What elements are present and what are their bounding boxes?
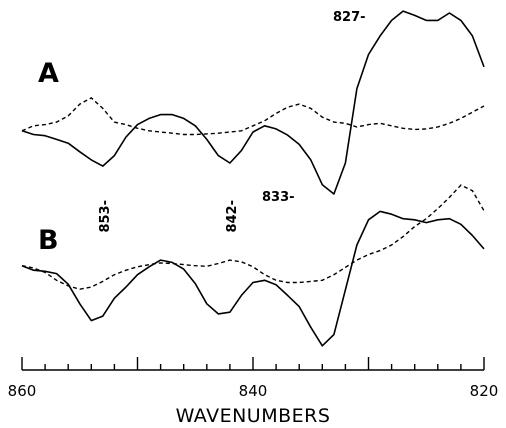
x-axis-ticks bbox=[21, 357, 485, 370]
panel-a-solid-curve bbox=[21, 10, 485, 195]
panel-a-dashed-curve bbox=[21, 97, 485, 136]
spectra-curves bbox=[21, 10, 485, 347]
x-tick-label-860: 860 bbox=[8, 382, 37, 400]
x-tick-label-840: 840 bbox=[239, 382, 268, 400]
x-tick-label-820: 820 bbox=[470, 382, 499, 400]
panel-a-label: A bbox=[38, 58, 59, 89]
panel-b-solid-curve bbox=[21, 210, 485, 347]
annotation-827: 827- bbox=[333, 10, 366, 25]
annotation-853: 853- bbox=[98, 200, 113, 233]
panel-b-dashed-curve bbox=[21, 184, 485, 290]
x-axis-title: WAVENUMBERS bbox=[176, 405, 331, 427]
panel-b-label: B bbox=[38, 225, 59, 256]
annotation-842: 842- bbox=[225, 200, 240, 233]
annotation-833: 833- bbox=[262, 190, 295, 205]
